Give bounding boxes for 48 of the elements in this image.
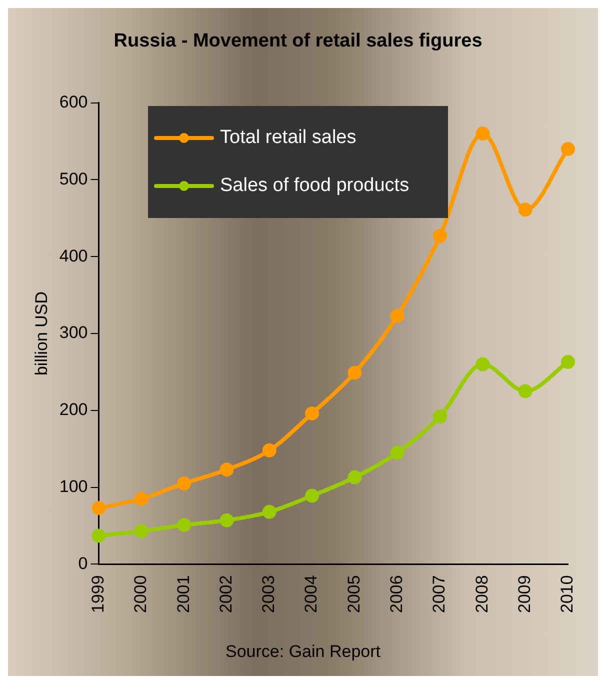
point (305, 488, 320, 503)
x-tick-label: 2000 (131, 575, 150, 614)
x-tick-label: 2001 (174, 575, 193, 614)
x-tick-label: 2003 (259, 575, 278, 614)
x-tick-label: 2010 (558, 575, 577, 614)
point (433, 410, 448, 424)
legend-label: Total retail sales (220, 127, 356, 149)
legend-label: Sales of food products (220, 175, 410, 197)
point (134, 524, 148, 538)
chart-title: Russia - Movement of retail sales figures (114, 30, 482, 52)
x-tick-label: 1999 (88, 575, 108, 614)
point (390, 308, 404, 323)
y-tick-label: 400 (59, 246, 88, 266)
point (220, 513, 234, 528)
point (177, 518, 192, 532)
source-note: Source: Gain Report (224, 642, 382, 662)
point (262, 443, 276, 458)
y-tick-label: 600 (59, 92, 88, 112)
y-tick-label: 100 (59, 476, 88, 496)
point (433, 228, 448, 243)
point (518, 202, 532, 217)
y-tick-label: 500 (59, 169, 88, 188)
point (561, 142, 575, 156)
y-tick-label: 0 (78, 554, 88, 573)
y-axis-title: billion USD (32, 291, 51, 376)
point (92, 528, 106, 543)
x-tick-label: 2002 (216, 575, 236, 614)
point (476, 126, 490, 141)
point (348, 366, 362, 380)
x-tick-label: 2004 (302, 575, 321, 614)
point (177, 476, 192, 490)
x-tick-label: 2007 (430, 575, 449, 614)
point (220, 462, 234, 477)
point (92, 501, 106, 516)
point (518, 384, 532, 398)
point (262, 504, 276, 519)
point (561, 354, 575, 369)
point (476, 357, 490, 372)
x-tick-label: 2008 (472, 575, 492, 614)
point (348, 470, 362, 484)
point (305, 406, 320, 420)
y-tick-label: 300 (59, 323, 88, 342)
point (390, 446, 404, 460)
x-tick-label: 2006 (387, 575, 406, 614)
x-tick-label: 2005 (344, 575, 364, 614)
x-tick-label: 2009 (515, 575, 534, 614)
y-tick-label: 200 (59, 400, 88, 420)
point (134, 492, 148, 506)
